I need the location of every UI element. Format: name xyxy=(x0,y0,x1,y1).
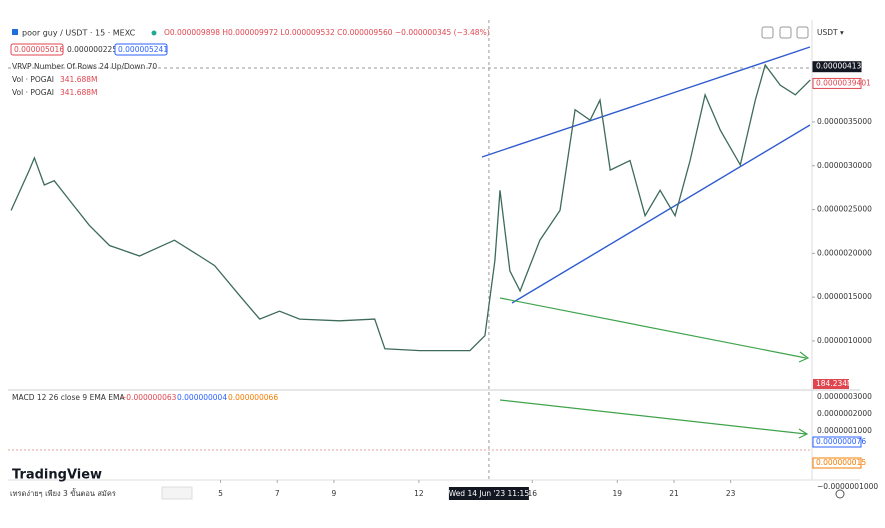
x-tick-label: 5 xyxy=(218,489,223,498)
toolbar-button[interactable] xyxy=(761,26,774,39)
price-label: 0.0000041310 xyxy=(816,62,871,71)
sell-box[interactable] xyxy=(10,43,64,56)
y-tick-label: 0.0000030000 xyxy=(817,161,872,170)
volume-label-box xyxy=(813,379,849,389)
crosshair-label: Wed 14 Jun '23 11:15 xyxy=(449,489,530,498)
indicator: Vol · POGAI xyxy=(12,88,54,97)
currency[interactable]: USDT ▾ xyxy=(817,28,844,37)
promo[interactable]: เทรดง่ายๆ เพียง 3 ขั้นตอน สมัคร xyxy=(10,488,116,498)
ohlc: O0.000009898 H0.000009972 L0.000009532 C… xyxy=(164,28,490,37)
x-tick-label: 19 xyxy=(613,489,623,498)
spread: 0.000000225 xyxy=(67,45,117,54)
macd-label: 0.000000076 xyxy=(816,437,866,446)
x-tick-label: 7 xyxy=(275,489,280,498)
toolbar-button[interactable] xyxy=(796,26,809,39)
indicator-value: 341.688M xyxy=(60,75,98,84)
macd-tick: 0.0000001000 xyxy=(817,426,872,435)
trend-arrow[interactable] xyxy=(499,399,807,435)
macd-box xyxy=(812,457,862,469)
indicator: Vol · POGAI xyxy=(12,75,54,84)
symbol: poor guy / USDT · 15 · MEXC xyxy=(22,29,136,38)
macd-tick: 0.0000003000 xyxy=(817,392,872,401)
y-tick-label: 0.0000035000 xyxy=(817,117,872,126)
x-tick-label: 21 xyxy=(669,489,679,498)
x-tick-label: 12 xyxy=(414,489,424,498)
price-label: 0.0000039401 xyxy=(816,78,871,87)
macd-title: MACD 12 26 close 9 EMA EMA xyxy=(12,393,126,402)
trend-line[interactable] xyxy=(511,124,811,304)
brand: TradingView xyxy=(12,468,102,483)
price-line xyxy=(10,63,811,352)
x-tick-label: 9 xyxy=(332,489,337,498)
macd-value: −0.000000063 xyxy=(120,393,177,402)
macd-value: 0.000000004 xyxy=(177,393,227,402)
price-label-box xyxy=(812,77,862,89)
x-tick-label: 16 xyxy=(528,489,538,498)
ad-badge[interactable] xyxy=(161,486,193,500)
trend-arrow[interactable] xyxy=(499,297,807,359)
symbol-icon xyxy=(12,29,18,35)
x-tick-label: 23 xyxy=(726,489,736,498)
trend-line[interactable] xyxy=(481,46,811,158)
toolbar-button[interactable] xyxy=(779,26,792,39)
buy-price: 0.000005241 xyxy=(118,45,168,54)
price-label-box xyxy=(812,61,862,73)
buy-box[interactable] xyxy=(114,43,168,56)
macd-value: 0.000000066 xyxy=(228,393,278,402)
indicator-value: 341.688M xyxy=(60,88,98,97)
arrow-head xyxy=(798,428,809,439)
macd-box xyxy=(812,436,862,448)
y-tick-label: 0.0000010000 xyxy=(817,336,872,345)
indicator: VRVP Number Of Rows 24 Up/Down 70 xyxy=(12,62,157,71)
settings-icon[interactable] xyxy=(835,489,845,499)
macd-tick: −0.0000001000 xyxy=(817,482,878,491)
status-dot xyxy=(151,30,157,36)
y-tick-label: 0.0000025000 xyxy=(817,205,872,214)
y-tick-label: 0.0000015000 xyxy=(817,292,872,301)
volume-label: 184.234M xyxy=(816,379,854,388)
macd-tick: 0.0000002000 xyxy=(817,409,872,418)
arrow-head xyxy=(798,351,810,363)
macd-label: 0.000000015 xyxy=(816,458,866,467)
crosshair-label-box xyxy=(448,487,529,500)
sell-price: 0.000005016 xyxy=(14,45,64,54)
y-tick-label: 0.0000020000 xyxy=(817,248,872,257)
